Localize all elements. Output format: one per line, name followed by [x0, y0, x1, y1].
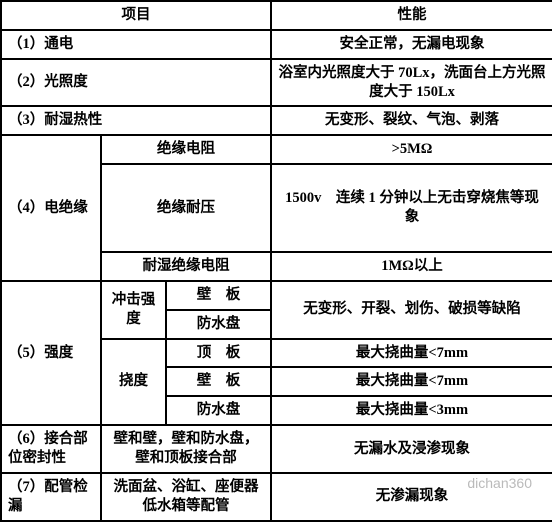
- cell-sub: 绝缘电阻: [101, 135, 271, 164]
- cell-value: 无变形、开裂、划伤、破损等缺陷: [271, 281, 552, 339]
- cell-item: （1）通电: [1, 30, 271, 59]
- cell-sub: 耐湿绝缘电阻: [101, 252, 271, 281]
- table-row: （4）电绝缘 绝缘电阻 >5MΩ: [1, 135, 552, 164]
- cell-sub: 壁 板: [166, 367, 271, 396]
- cell-sub: 壁 板: [166, 281, 271, 310]
- cell-item: （6）接合部位密封性: [1, 425, 101, 473]
- cell-item: （5）强度: [1, 281, 101, 425]
- cell-value: 浴室内光照度大于 70Lx，洗面台上方光照度大于 150Lx: [271, 59, 552, 107]
- cell-value: 无渗漏现象: [271, 473, 552, 521]
- table-row: （3）耐湿热性 无变形、裂纹、气泡、剥落: [1, 106, 552, 135]
- header-project: 项目: [1, 1, 271, 30]
- cell-value: 无变形、裂纹、气泡、剥落: [271, 106, 552, 135]
- cell-value: 1500v 连续 1 分钟以上无击穿烧焦等现象: [271, 164, 552, 252]
- cell-value: 最大挠曲量<7mm: [271, 339, 552, 368]
- table-row: （7）配管检漏 洗面盆、浴缸、座便器低水箱等配管 无渗漏现象: [1, 473, 552, 521]
- cell-value: 无漏水及浸渗现象: [271, 425, 552, 473]
- table-header-row: 项目 性能: [1, 1, 552, 30]
- cell-group: 冲击强度: [101, 281, 166, 339]
- cell-sub: 洗面盆、浴缸、座便器低水箱等配管: [101, 473, 271, 521]
- cell-group: 挠度: [101, 339, 166, 426]
- cell-value: >5MΩ: [271, 135, 552, 164]
- cell-value: 安全正常，无漏电现象: [271, 30, 552, 59]
- cell-value: 最大挠曲量<3mm: [271, 396, 552, 425]
- cell-sub: 壁和壁，壁和防水盘，壁和顶板接合部: [101, 425, 271, 473]
- cell-sub: 顶 板: [166, 339, 271, 368]
- cell-item: （4）电绝缘: [1, 135, 101, 281]
- cell-sub: 防水盘: [166, 310, 271, 339]
- cell-item: （3）耐湿热性: [1, 106, 271, 135]
- table-row: （1）通电 安全正常，无漏电现象: [1, 30, 552, 59]
- spec-table: 项目 性能 （1）通电 安全正常，无漏电现象 （2）光照度 浴室内光照度大于 7…: [0, 0, 552, 522]
- cell-sub: 防水盘: [166, 396, 271, 425]
- cell-item: （7）配管检漏: [1, 473, 101, 521]
- table-row: （5）强度 冲击强度 壁 板 无变形、开裂、划伤、破损等缺陷: [1, 281, 552, 310]
- cell-sub: 绝缘耐压: [101, 164, 271, 252]
- table-row: （2）光照度 浴室内光照度大于 70Lx，洗面台上方光照度大于 150Lx: [1, 59, 552, 107]
- cell-value: 最大挠曲量<7mm: [271, 367, 552, 396]
- header-performance: 性能: [271, 1, 552, 30]
- table-row: （6）接合部位密封性 壁和壁，壁和防水盘，壁和顶板接合部 无漏水及浸渗现象: [1, 425, 552, 473]
- cell-value: 1MΩ以上: [271, 252, 552, 281]
- cell-item: （2）光照度: [1, 59, 271, 107]
